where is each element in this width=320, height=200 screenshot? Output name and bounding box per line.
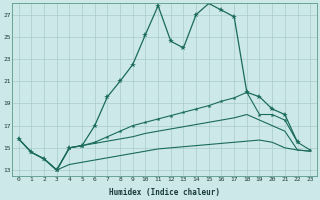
X-axis label: Humidex (Indice chaleur): Humidex (Indice chaleur)	[109, 188, 220, 197]
